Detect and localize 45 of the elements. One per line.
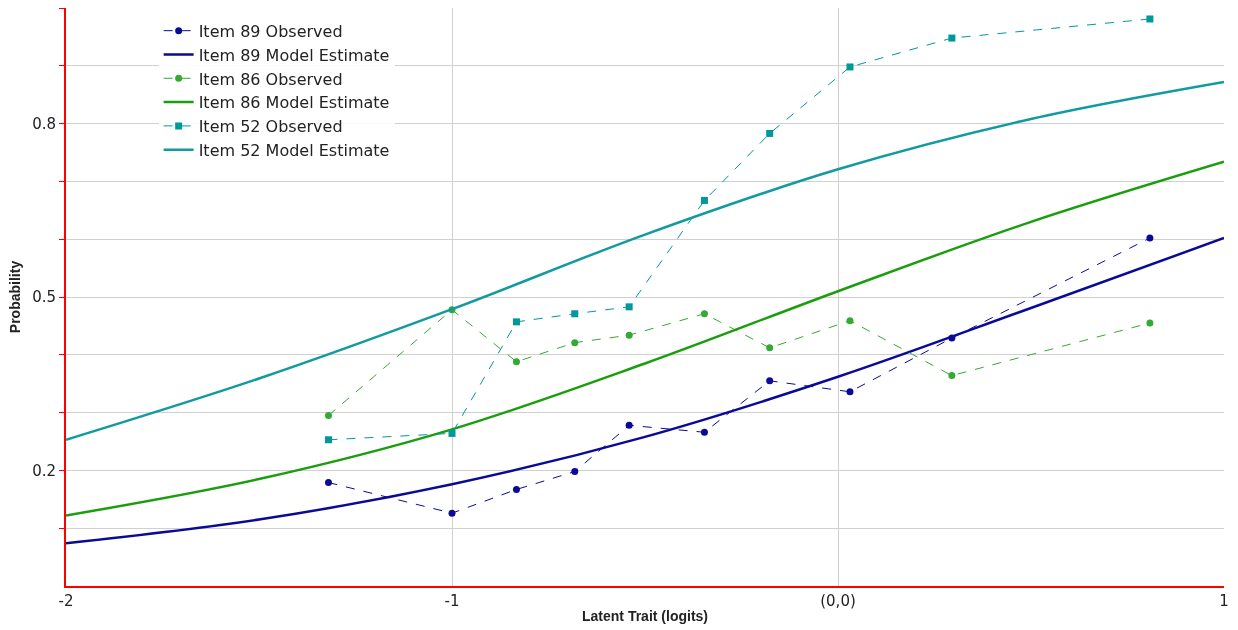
point xyxy=(766,344,774,352)
x-tick-label: -2 xyxy=(58,592,74,610)
point xyxy=(324,411,332,419)
x-tick-label: -1 xyxy=(444,592,460,610)
point xyxy=(625,421,633,429)
point xyxy=(766,377,774,385)
x-tick-label: 1 xyxy=(1219,592,1229,610)
point xyxy=(846,388,854,396)
legend-label: Item 86 Model Estimate xyxy=(198,93,390,113)
point xyxy=(512,318,520,326)
line-series xyxy=(66,160,1224,517)
point xyxy=(448,509,456,517)
y-tick-label: 0.2 xyxy=(32,461,56,480)
point xyxy=(512,358,520,366)
point xyxy=(625,331,633,339)
y-tick-label: 0.8 xyxy=(32,114,56,133)
legend-label: Item 89 Observed xyxy=(198,21,343,41)
point xyxy=(766,129,774,137)
point xyxy=(700,196,708,204)
point xyxy=(1146,15,1154,23)
point xyxy=(948,372,956,380)
x-axis-title: Latent Trait (logits) xyxy=(582,607,708,624)
point xyxy=(571,339,579,347)
x-tick-label: (0,0) xyxy=(820,592,856,610)
legend-label: Item 52 Observed xyxy=(198,117,343,137)
point xyxy=(571,468,579,476)
y-axis-title: Probability xyxy=(7,260,24,334)
legend-label: Item 52 Model Estimate xyxy=(198,140,390,160)
point xyxy=(700,428,708,436)
point xyxy=(625,303,633,311)
point xyxy=(948,34,956,42)
line-series xyxy=(66,236,1224,545)
point xyxy=(448,429,456,437)
point xyxy=(1146,234,1154,242)
legend-label: Item 86 Observed xyxy=(198,69,343,89)
point xyxy=(324,436,332,444)
point xyxy=(1146,319,1154,327)
point xyxy=(846,317,854,325)
legend-label: Item 89 Model Estimate xyxy=(198,45,390,65)
point xyxy=(700,310,708,318)
point xyxy=(571,310,579,318)
point xyxy=(512,485,520,493)
point xyxy=(324,479,332,487)
point xyxy=(846,63,854,71)
y-tick-label: 0.5 xyxy=(32,288,56,307)
